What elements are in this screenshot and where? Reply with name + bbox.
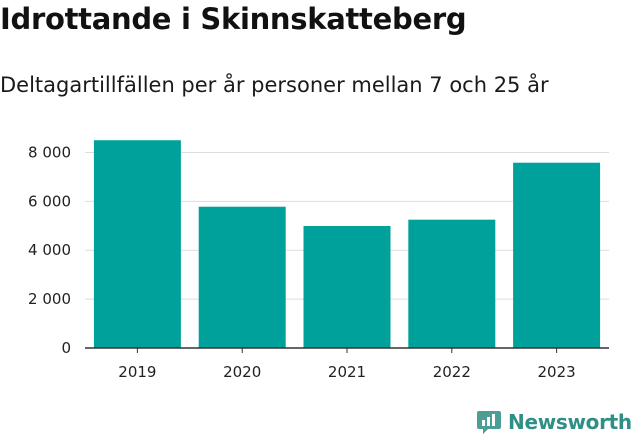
x-tick-label: 2020	[223, 363, 261, 381]
x-tick-label: 2023	[538, 363, 576, 381]
bar-2022	[408, 219, 496, 348]
newsworthy-logo: Newsworthy	[476, 409, 631, 435]
bar-2021	[303, 226, 391, 348]
y-tick-labels: 0 2 000 4 000 6 000 8 000	[28, 143, 71, 357]
x-tick-labels: 2019 2020 2021 2022 2023	[118, 363, 575, 381]
y-tick-label: 6 000	[28, 192, 71, 210]
y-tick-label: 0	[61, 339, 71, 357]
bar-2023	[513, 162, 601, 348]
y-tick-label: 8 000	[28, 143, 71, 161]
newsworthy-logo-icon	[477, 411, 501, 434]
chart-title: Idrottande i Skinnskatteberg	[0, 2, 467, 36]
y-tick-label: 2 000	[28, 290, 71, 308]
bars	[93, 140, 601, 348]
y-tick-label: 4 000	[28, 241, 71, 259]
brand-name: Newsworthy	[508, 410, 631, 434]
chart-subtitle: Deltagartillfällen per år personer mella…	[0, 73, 549, 97]
x-tick-label: 2019	[118, 363, 156, 381]
x-tick-label: 2021	[328, 363, 366, 381]
x-tick-label: 2022	[433, 363, 471, 381]
bar-2019	[93, 140, 181, 348]
x-axis	[85, 347, 609, 353]
bar-2020	[198, 206, 286, 348]
